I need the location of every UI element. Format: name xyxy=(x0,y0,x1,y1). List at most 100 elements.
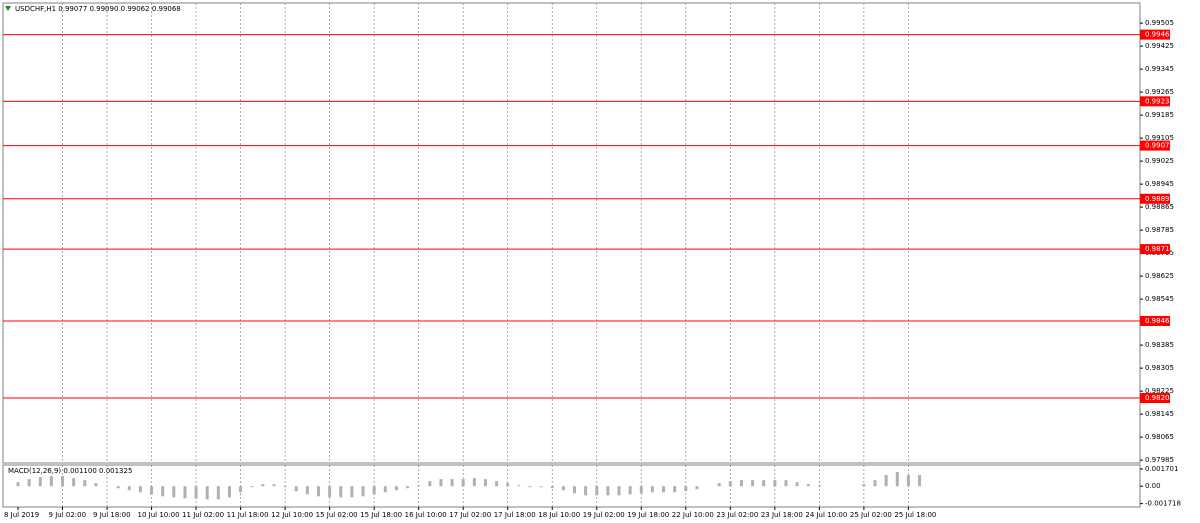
macd-bar xyxy=(773,480,777,487)
macd-bar xyxy=(561,486,565,491)
x-tick-label: 10 Jul 10:00 xyxy=(138,511,180,519)
macd-bar xyxy=(72,478,76,487)
macd-bar xyxy=(695,486,699,490)
y-tick-label: 0.97985 xyxy=(1145,456,1174,464)
macd-bar xyxy=(205,486,209,500)
level-label-bg xyxy=(1140,29,1170,40)
macd-bar xyxy=(450,479,454,487)
macd-bar xyxy=(406,486,410,489)
macd-bar xyxy=(762,480,766,487)
macd-bar xyxy=(350,486,354,498)
symbol-icon xyxy=(5,6,11,11)
x-tick-label: 8 Jul 2019 xyxy=(4,511,39,519)
macd-bar xyxy=(606,486,610,496)
macd-bar xyxy=(873,480,877,487)
macd-bar xyxy=(194,486,198,499)
x-tick-label: 17 Jul 02:00 xyxy=(449,511,491,519)
macd-bar xyxy=(728,481,732,487)
macd-bar xyxy=(472,478,476,487)
y-tick-label: 0.98545 xyxy=(1145,295,1174,303)
macd-bar xyxy=(751,480,755,487)
y-tick-label: 0.98385 xyxy=(1145,341,1174,349)
macd-bar xyxy=(573,486,576,494)
macd-header: MACD(12,26,9) 0.001100 0.001325 xyxy=(8,467,132,475)
x-tick-label: 25 Jul 02:00 xyxy=(850,511,892,519)
y-tick-label: 0.99185 xyxy=(1145,111,1174,119)
y-tick-label: 0.00 xyxy=(1145,482,1161,490)
level-label-bg xyxy=(1140,315,1170,326)
x-tick-label: 11 Jul 02:00 xyxy=(182,511,224,519)
macd-bar xyxy=(918,475,922,487)
macd-bar xyxy=(717,483,721,487)
macd-bar xyxy=(461,479,465,487)
y-tick-label: 0.99265 xyxy=(1145,88,1174,96)
macd-bar xyxy=(550,486,554,489)
macd-bar xyxy=(795,482,799,487)
y-tick-label: 0.98865 xyxy=(1145,203,1174,211)
macd-bar xyxy=(806,484,810,487)
macd-bar xyxy=(483,479,487,487)
level-label: 0.99079 xyxy=(1145,142,1174,150)
level-label: 0.99465 xyxy=(1145,31,1174,39)
y-tick-label: 0.98225 xyxy=(1145,387,1174,395)
macd-bar xyxy=(817,485,821,487)
macd-bar xyxy=(639,486,643,494)
macd-bar xyxy=(227,486,231,498)
y-tick-label: 0.99425 xyxy=(1145,42,1174,50)
macd-bar xyxy=(283,486,287,488)
macd-bar xyxy=(662,486,666,493)
y-tick-label: 0.98785 xyxy=(1145,226,1174,234)
macd-bar xyxy=(150,486,154,495)
level-label: 0.98894 xyxy=(1145,195,1174,203)
macd-bar xyxy=(116,486,120,489)
y-tick-label: 0.98065 xyxy=(1145,433,1174,441)
y-tick-label: 0.99345 xyxy=(1145,65,1174,73)
macd-bar xyxy=(372,486,376,495)
macd-bar xyxy=(517,485,521,487)
level-label: 0.98201 xyxy=(1145,394,1174,402)
macd-bar xyxy=(127,486,131,491)
macd-bar xyxy=(439,479,443,487)
macd-bar xyxy=(417,485,421,487)
x-tick-label: 22 Jul 10:00 xyxy=(672,511,714,519)
y-tick-label: 0.98145 xyxy=(1145,410,1174,418)
x-tick-label: 23 Jul 02:00 xyxy=(716,511,758,519)
macd-bar xyxy=(383,486,387,493)
y-tick-label: 0.98305 xyxy=(1145,364,1174,372)
y-tick-label: 0.99025 xyxy=(1145,157,1174,165)
macd-bar xyxy=(138,486,142,493)
macd-bar xyxy=(83,480,87,487)
macd-bar xyxy=(506,483,510,487)
macd-bar xyxy=(27,479,31,487)
level-label-bg xyxy=(1140,393,1170,404)
macd-bar xyxy=(428,481,432,487)
macd-bar xyxy=(361,486,365,497)
y-tick-label: 0.98945 xyxy=(1145,180,1174,188)
macd-bar xyxy=(183,486,187,499)
x-tick-label: 11 Jul 18:00 xyxy=(227,511,269,519)
macd-bar xyxy=(895,472,899,487)
level-label: 0.98719 xyxy=(1145,245,1174,253)
macd-bar xyxy=(272,484,276,487)
x-tick-label: 19 Jul 02:00 xyxy=(583,511,625,519)
macd-bar xyxy=(673,486,677,493)
x-tick-label: 18 Jul 10:00 xyxy=(538,511,580,519)
macd-bar xyxy=(784,480,788,487)
macd-bar xyxy=(739,480,743,487)
level-label-bg xyxy=(1140,193,1170,204)
x-tick-label: 15 Jul 18:00 xyxy=(360,511,402,519)
macd-bar xyxy=(38,477,42,487)
price-panel xyxy=(2,2,1141,464)
macd-bar xyxy=(261,484,265,487)
y-tick-label: 0.99505 xyxy=(1145,19,1174,27)
macd-bar xyxy=(528,486,532,488)
macd-bar xyxy=(539,486,543,488)
y-tick-label: 0.001701 xyxy=(1145,465,1178,473)
symbol-header: USDCHF,H1 0.99077 0.99090 0.99062 0.9906… xyxy=(15,5,181,13)
macd-bar xyxy=(172,486,176,498)
level-label-bg xyxy=(1140,244,1170,255)
macd-bar xyxy=(628,486,632,495)
macd-bar xyxy=(339,486,343,498)
y-tick-label: -0.001718 xyxy=(1145,500,1181,508)
